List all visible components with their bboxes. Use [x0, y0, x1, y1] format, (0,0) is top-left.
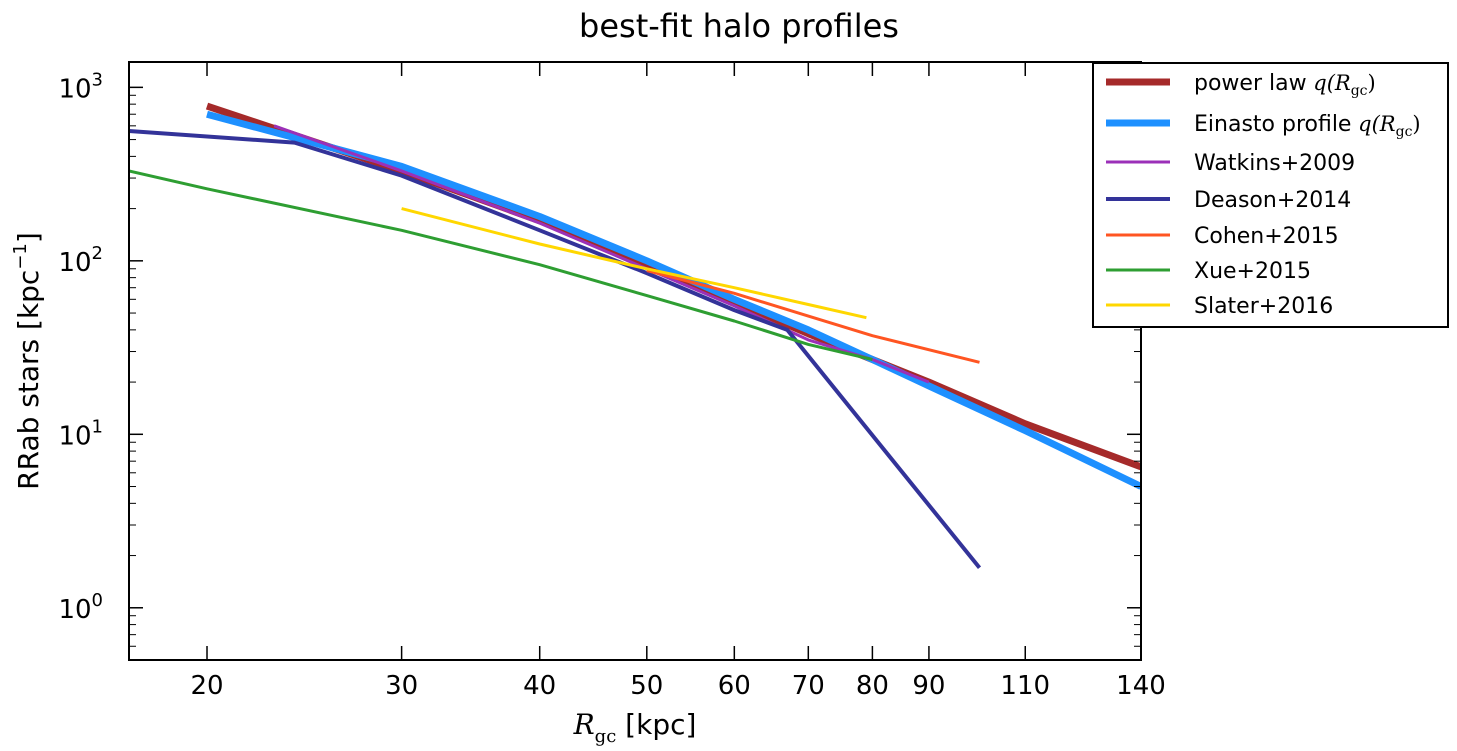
- x-axis: 20 30 40 50 60 70 80 90 110 140: [190, 62, 1166, 701]
- x-tick-label: 80: [856, 671, 889, 701]
- series-line-slater-2016: [401, 207, 867, 320]
- legend-label-xue-2015: Xue+2015: [1194, 259, 1311, 284]
- y-tick-label: 103: [58, 69, 103, 104]
- series-layer: [129, 102, 1141, 570]
- legend-label-slater-2016: Slater+2016: [1194, 294, 1333, 319]
- chart-title: best-fit halo profiles: [579, 7, 899, 45]
- x-tick-label: 110: [1000, 671, 1050, 701]
- y-tick-label: 100: [58, 590, 103, 625]
- y-axis: 100 101 102 103: [58, 69, 1141, 661]
- legend: power law q(Rgc) Einasto profile q(Rgc) Wa…: [1092, 62, 1449, 328]
- x-tick-label: 70: [792, 671, 825, 701]
- plot-frame: [128, 61, 1142, 661]
- legend-label-watkins-2009: Watkins+2009: [1194, 151, 1355, 176]
- x-tick-label: 40: [523, 671, 556, 701]
- series-line-xue-2015: [129, 169, 873, 361]
- y-axis-title: RRab stars [kpc−1]: [10, 232, 45, 490]
- x-tick-label: 140: [1116, 671, 1166, 701]
- x-tick-label: 60: [718, 671, 751, 701]
- series-line-einasto-profile: [206, 110, 1141, 490]
- x-tick-label: 20: [190, 671, 223, 701]
- legend-label-cohen-2015: Cohen+2015: [1194, 224, 1339, 249]
- y-tick-label: 102: [58, 243, 103, 278]
- series-line-cohen-2015: [646, 269, 980, 364]
- x-tick-label: 30: [385, 671, 418, 701]
- legend-label-deason-2014: Deason+2014: [1194, 188, 1351, 213]
- series-line-deason-2014: [129, 129, 982, 570]
- y-tick-label: 101: [58, 416, 103, 451]
- legend-label-power-law: power law q(Rgc): [1194, 71, 1376, 99]
- x-tick-label: 50: [630, 671, 663, 701]
- legend-box: [1092, 62, 1449, 328]
- legend-label-einasto-profile: Einasto profile q(Rgc): [1194, 112, 1421, 140]
- x-tick-label: 90: [912, 671, 945, 701]
- x-axis-title: Rgc [kpc]: [573, 708, 697, 747]
